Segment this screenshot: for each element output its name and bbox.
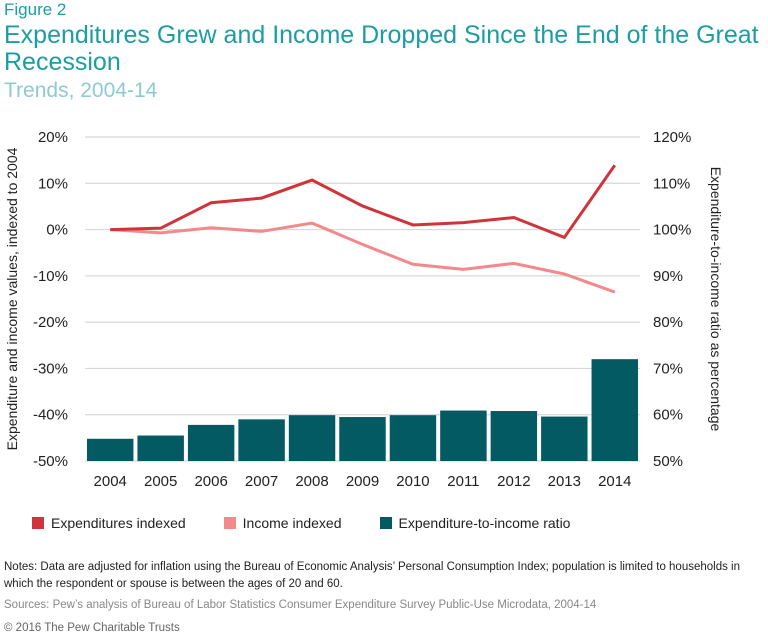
copyright: © 2016 The Pew Charitable Trusts [4,622,180,634]
y2-tick-label: 100% [653,222,691,239]
y-tick-label: -10% [33,268,68,285]
x-tick-label: 2009 [346,473,379,490]
y-tick-label: -50% [33,453,68,470]
bar [137,435,184,461]
y2-tick-label: 110% [653,175,690,192]
income-line [110,221,616,294]
legend-label: Income indexed [242,515,342,531]
legend-item: Expenditures indexed [32,515,186,531]
expenditures-line [110,164,617,240]
y-axis-label: Expenditure and income values, indexed t… [4,147,20,450]
bar [541,416,588,461]
legend: Expenditures indexed Income indexed Expe… [32,515,608,531]
bar [389,415,437,461]
legend-swatch [32,517,44,529]
x-tick-label: 2014 [598,473,631,490]
x-tick-label: 2008 [295,473,328,490]
bar [288,415,336,461]
x-tick-label: 2007 [245,473,278,490]
sources: Sources: Pew’s analysis of Bureau of Lab… [4,599,597,611]
legend-item: Income indexed [223,515,342,531]
y2-tick-label: 60% [653,407,683,424]
y2-tick-label: 80% [653,314,683,331]
y-tick-label: 10% [38,175,68,192]
legend-swatch [223,517,236,529]
x-tick-label: 2006 [194,473,227,490]
y2-tick-label: 50% [653,453,683,470]
notes: Notes: Data are adjusted for inflation u… [4,561,740,590]
bar [339,417,386,461]
figure-label: Figure 2 [4,0,67,19]
bar [238,419,285,461]
bar [187,424,235,461]
x-tick-label: 2013 [548,473,581,490]
x-tick-label: 2004 [94,473,127,490]
bar [440,410,487,461]
y-tick-label: 20% [38,129,68,146]
bar [490,411,538,461]
x-tick-label: 2005 [144,473,177,490]
x-tick-label: 2011 [447,473,479,490]
legend-label: Expenditures indexed [51,515,186,531]
legend-swatch [379,517,392,529]
chart-subtitle: Trends, 2004-14 [4,79,158,102]
bar [591,359,638,461]
bar [87,438,134,461]
y-tick-label: 0% [46,222,68,239]
y-tick-label: -40% [33,407,68,424]
y-tick-label: -30% [33,360,68,377]
x-tick-label: 2012 [497,473,530,490]
y2-tick-label: 70% [653,360,683,377]
chart-title: Expenditures Grew and Income Dropped Sin… [4,21,759,76]
y-tick-label: -20% [33,314,68,331]
x-tick-label: 2010 [396,473,429,490]
y2-tick-label: 90% [653,268,683,285]
y2-axis-label: Expenditure-to-income ratio as percentag… [708,167,724,432]
legend-item: Expenditure-to-income ratio [379,515,571,531]
legend-label: Expenditure-to-income ratio [398,515,571,531]
y2-tick-label: 120% [653,129,691,146]
